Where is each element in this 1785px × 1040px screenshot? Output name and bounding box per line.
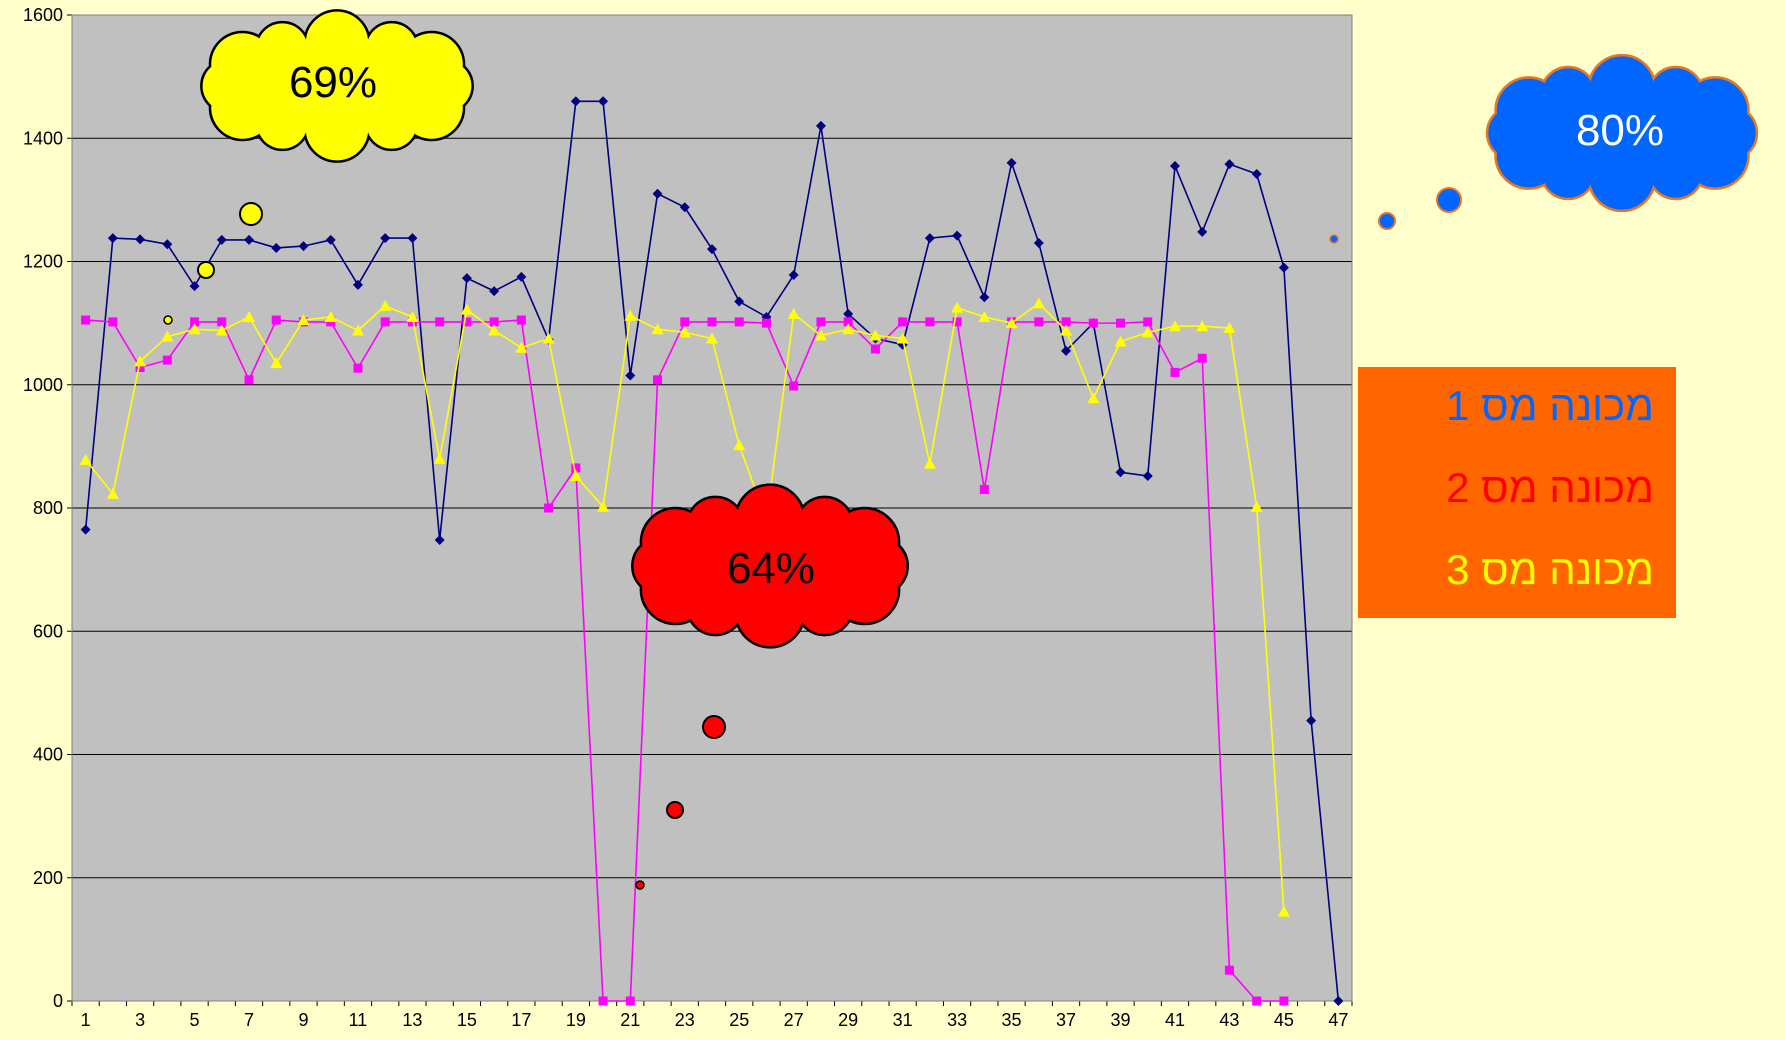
cloud-tail-dot <box>1330 235 1338 243</box>
y-tick-label: 1600 <box>23 5 63 25</box>
y-tick-label: 600 <box>33 621 63 641</box>
data-point <box>544 504 553 513</box>
x-tick-label: 39 <box>1110 1010 1130 1030</box>
data-point <box>108 317 117 326</box>
x-tick-label: 11 <box>349 1010 368 1030</box>
x-tick-label: 23 <box>675 1010 695 1030</box>
x-tick-label: 7 <box>244 1010 254 1030</box>
data-point <box>980 485 989 494</box>
data-point <box>925 317 934 326</box>
x-tick-label: 33 <box>947 1010 967 1030</box>
data-point <box>708 317 717 326</box>
legend: מכונה מס 1 מכונה מס 2 מכונה מס 3 <box>1358 367 1676 618</box>
x-tick-label: 15 <box>457 1010 477 1030</box>
cloud-label-64: 64% <box>727 544 815 593</box>
x-tick-label: 43 <box>1219 1010 1239 1030</box>
callout-cloud-80: 80% <box>1330 56 1756 243</box>
data-point <box>762 319 771 328</box>
cloud-tail-dot <box>667 802 683 818</box>
x-tick-label: 31 <box>893 1010 913 1030</box>
cloud-tail-dot <box>1437 188 1461 212</box>
x-tick-label: 25 <box>729 1010 749 1030</box>
data-point <box>789 381 798 390</box>
cloud-tail-dot <box>703 716 725 738</box>
y-tick-label: 800 <box>33 498 63 518</box>
y-axis: 0 200 400 600 800 1000 1200 1400 1600 <box>23 5 72 1011</box>
y-tick-label: 200 <box>33 868 63 888</box>
x-axis: 1 3 5 7 9 11 13 15 17 19 21 23 25 27 29 31 33 35 37 39 41 43 4… <box>72 1001 1352 1030</box>
data-point <box>435 317 444 326</box>
data-point <box>245 375 254 384</box>
data-point <box>626 997 635 1006</box>
data-point <box>353 364 362 373</box>
y-tick-label: 1000 <box>23 375 63 395</box>
data-point <box>680 317 689 326</box>
x-tick-label: 19 <box>566 1010 586 1030</box>
x-tick-label: 37 <box>1056 1010 1076 1030</box>
data-point <box>871 345 880 354</box>
legend-item-machine-2: מכונה מס 2 <box>1446 464 1654 512</box>
x-tick-label: 13 <box>402 1010 422 1030</box>
x-tick-label: 47 <box>1328 1010 1348 1030</box>
x-tick-label: 29 <box>838 1010 858 1030</box>
data-point <box>1225 966 1234 975</box>
cloud-tail-dot <box>1379 213 1395 229</box>
data-point <box>381 317 390 326</box>
data-point <box>898 317 907 326</box>
y-tick-label: 1400 <box>23 128 63 148</box>
x-tick-label: 35 <box>1002 1010 1022 1030</box>
y-tick-label: 0 <box>53 991 63 1011</box>
data-point <box>1089 319 1098 328</box>
x-tick-label: 3 <box>135 1010 145 1030</box>
legend-item-machine-3: מכונה מס 3 <box>1446 546 1654 594</box>
data-point <box>1034 317 1043 326</box>
data-point <box>1116 319 1125 328</box>
cloud-tail-dot <box>198 262 214 278</box>
data-point <box>272 316 281 325</box>
data-point <box>517 316 526 325</box>
cloud-tail-dot <box>636 881 644 889</box>
data-point <box>1143 317 1152 326</box>
x-tick-label: 17 <box>511 1010 531 1030</box>
y-tick-label: 400 <box>33 745 63 765</box>
cloud-label-80: 80% <box>1576 106 1664 155</box>
x-tick-label: 45 <box>1274 1010 1294 1030</box>
data-point <box>1198 354 1207 363</box>
data-point <box>816 317 825 326</box>
x-tick-label: 9 <box>298 1010 308 1030</box>
data-point <box>163 356 172 365</box>
cloud-tail-dot <box>240 203 262 225</box>
data-point <box>599 997 608 1006</box>
data-point <box>1170 368 1179 377</box>
data-point <box>1279 997 1288 1006</box>
x-tick-label: 27 <box>784 1010 804 1030</box>
data-point <box>735 317 744 326</box>
data-point <box>653 375 662 384</box>
cloud-tail-dot <box>164 316 172 324</box>
x-tick-label: 41 <box>1165 1010 1185 1030</box>
y-tick-label: 1200 <box>23 252 63 272</box>
cloud-label-69: 69% <box>289 58 377 107</box>
x-tick-label: 21 <box>620 1010 640 1030</box>
data-point <box>81 316 90 325</box>
x-tick-label: 5 <box>190 1010 200 1030</box>
legend-item-machine-1: מכונה מס 1 <box>1446 382 1654 430</box>
x-tick-label: 1 <box>81 1010 91 1030</box>
data-point <box>1252 997 1261 1006</box>
